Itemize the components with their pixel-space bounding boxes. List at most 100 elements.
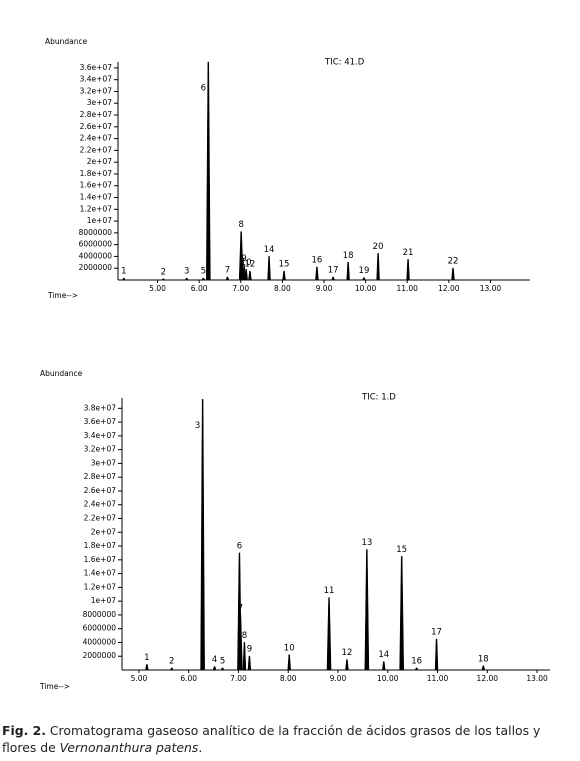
peak: [201, 277, 206, 281]
x-tick-label: 5.00: [131, 674, 148, 683]
peak: [406, 259, 410, 281]
x-tick-label: 6.00: [180, 674, 197, 683]
y-tick-label: 6000000: [79, 240, 113, 249]
peak-label: 14: [264, 245, 275, 255]
peak: [225, 276, 230, 281]
caption: Fig. 2. Cromatograma gaseoso analítico d…: [2, 722, 578, 756]
caption-species: Vernonanthura patens: [59, 740, 199, 755]
y-tick-label: 3.6e+07: [84, 417, 117, 426]
peak-label: 3: [195, 421, 200, 431]
figure: TIC: 41.D Abundance Time--> 2000000 4000000 6…: [39, 37, 550, 691]
x-axis-label: Time-->: [47, 291, 78, 300]
peak-label: 14: [378, 650, 389, 660]
x-tick-label: 12.00: [477, 674, 499, 683]
peak: [481, 665, 486, 671]
y-tick-label: 1.6e+07: [80, 181, 113, 190]
y-tick-label: 3.4e+07: [80, 75, 113, 84]
peak: [242, 642, 247, 671]
peak-label: 20: [373, 242, 384, 252]
x-tick-label: 8.00: [280, 674, 297, 683]
peak-label: 15: [396, 545, 407, 555]
y-axis-label: Abundance: [45, 37, 88, 46]
peak: [414, 667, 419, 671]
peak-label: 1: [144, 653, 149, 663]
peak-label: 7: [238, 603, 243, 613]
y-tick-label: 3.8e+07: [84, 403, 117, 412]
peak: [145, 664, 149, 671]
peak-label: 1: [121, 267, 126, 277]
y-tick-label: 3.4e+07: [84, 431, 117, 440]
y-tick-label: 1e+07: [87, 216, 112, 225]
peak-label: 5: [220, 656, 225, 666]
peak-label: 10: [241, 258, 252, 268]
peak: [244, 269, 248, 281]
peak-label: 5: [201, 267, 206, 277]
y-tick-label: 6000000: [83, 624, 117, 633]
peak-label: 6: [237, 541, 242, 551]
peak-label: 16: [312, 256, 323, 266]
y-tick-label: 2e+07: [87, 157, 112, 166]
peak: [331, 276, 335, 281]
y-tick-label: 8000000: [83, 610, 117, 619]
chart-title: TIC: 41.D: [324, 58, 365, 68]
y-tick-label: 3.2e+07: [80, 86, 113, 95]
peak-label: 4: [212, 655, 217, 665]
peak: [238, 231, 244, 281]
y-tick-label: 3.2e+07: [84, 445, 117, 454]
peak-label: 12: [342, 648, 353, 658]
peak-label: 18: [478, 654, 489, 664]
y-tick-label: 3.6e+07: [80, 63, 113, 72]
peak-label: 15: [279, 260, 290, 270]
peak-label: 21: [403, 248, 414, 258]
peak-label: 10: [284, 643, 295, 653]
peak-label: 22: [448, 257, 459, 267]
peak: [345, 659, 349, 671]
peak-label: 9: [247, 645, 252, 655]
caption-label: Fig. 2.: [2, 723, 46, 738]
x-tick-label: 13.00: [480, 284, 502, 293]
peak: [362, 277, 366, 281]
peak-label: 8: [238, 220, 243, 230]
peak-label: 9: [241, 254, 246, 264]
peak: [326, 597, 332, 671]
peak: [169, 667, 174, 671]
y-tick-label: 2000000: [83, 651, 117, 660]
x-tick-label: 8.00: [274, 284, 291, 293]
peak: [206, 61, 211, 281]
peak: [220, 667, 225, 671]
y-tick-label: 2.2e+07: [80, 145, 113, 154]
peak: [376, 253, 380, 281]
peak: [248, 270, 252, 281]
peak: [212, 666, 217, 671]
peak: [247, 655, 252, 671]
x-axis-label: Time-->: [39, 682, 70, 691]
y-tick-label: 2000000: [79, 263, 113, 272]
y-tick-label: 2.6e+07: [80, 122, 113, 131]
y-tick-label: 2.4e+07: [80, 134, 113, 143]
y-tick-label: 1.2e+07: [84, 582, 117, 591]
x-tick-label: 11.00: [396, 284, 418, 293]
caption-text: Cromatograma gaseoso analítico de la fra…: [2, 723, 541, 755]
peak-label: 6: [201, 84, 206, 94]
peak: [382, 661, 386, 671]
x-tick-label: 7.00: [230, 674, 247, 683]
x-tick-label: 10.00: [355, 284, 377, 293]
y-tick-label: 4000000: [79, 251, 113, 260]
x-tick-label: 5.00: [149, 284, 166, 293]
peak-label: 18: [343, 251, 354, 261]
peak: [200, 399, 205, 671]
caption-end: .: [198, 740, 203, 755]
peak: [282, 270, 286, 281]
peak-label: 3: [184, 267, 189, 277]
y-tick-label: 1.8e+07: [80, 169, 113, 178]
peak-label: 17: [328, 266, 339, 276]
peak: [315, 266, 319, 281]
x-tick-label: 13.00: [526, 674, 548, 683]
y-tick-label: 4000000: [83, 637, 117, 646]
peak: [287, 654, 291, 671]
y-tick-label: 2.8e+07: [84, 472, 117, 481]
y-tick-label: 2e+07: [91, 527, 116, 536]
peak-label: 7: [225, 266, 230, 276]
y-tick-label: 8000000: [79, 228, 113, 237]
